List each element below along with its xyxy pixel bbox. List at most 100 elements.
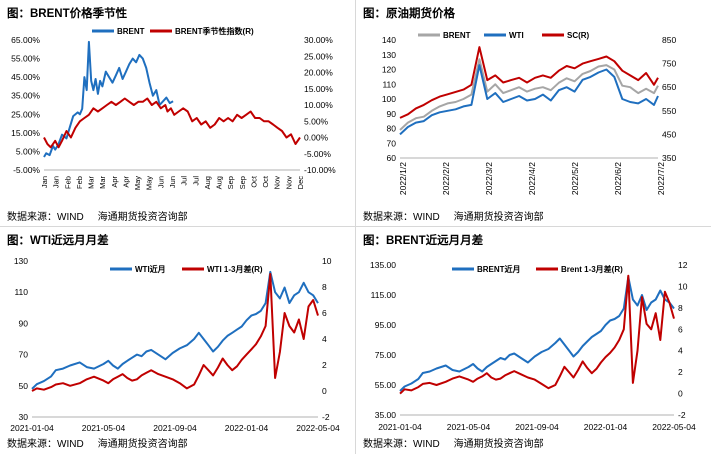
y-tick-label-right: 2 (678, 367, 683, 377)
x-tick-label: Apr (121, 175, 130, 187)
wti-spread-chart: 130 110 90 70 50 30 10 8 6 4 2 0 -2 2021-01-04 2021-05… (10, 256, 340, 433)
x-tick-label: Dec (296, 176, 305, 190)
y-tick-label-left: 130 (14, 256, 28, 266)
y-tick-label-right: 8 (322, 282, 327, 292)
x-tick-label: Jan (40, 176, 49, 188)
x-tick-label: Jul (180, 176, 189, 186)
y-tick-label-right: -5.00% (304, 149, 331, 159)
x-tick-label: May (133, 176, 142, 190)
x-tick-label: Jul (191, 176, 200, 186)
panel-source: 数据来源：WIND 海通期货投资咨询部 (7, 208, 188, 223)
x-tick-label: Mar (87, 176, 96, 189)
x-tick-label: 2022-01-04 (225, 423, 269, 433)
y-tick-label-left: 135.00 (370, 260, 396, 270)
source-label: 数据来源：WIND (363, 439, 440, 450)
y-tick-label-right: 5.00% (304, 116, 329, 126)
y-tick-label-left: 35.00 (375, 410, 397, 420)
legend-label: WTI 1-3月差(R) (207, 264, 263, 274)
y-tick-label-right: 10 (678, 281, 688, 291)
panel-source: 数据来源：WIND 海通期货投资咨询部 (363, 208, 544, 223)
x-tick-label: 2022/3/2 (484, 162, 494, 195)
panel-crude-futures: 图：原油期货价格 140 130 120 110 100 90 80 70 60 850 750 65… (356, 0, 711, 227)
x-tick-label: Nov (284, 176, 293, 190)
source-org: 海通期货投资咨询部 (97, 439, 188, 450)
panel-brent-seasonal: 图：BRENT价格季节性 65.00% 55.00% 45.00% 35.00% 25.… (0, 0, 355, 227)
x-tick-label: 2021-09-04 (515, 422, 559, 432)
panel-source: 数据来源：WIND 海通期货投资咨询部 (7, 435, 188, 450)
legend-label: WTI近月 (135, 264, 166, 274)
y-tick-label-right: 8 (678, 303, 683, 313)
x-tick-label: Oct (249, 175, 258, 188)
y-tick-label-right: 350 (662, 153, 676, 163)
y-tick-label-left: 130 (382, 50, 396, 60)
legend-label: BRENT (117, 27, 145, 36)
y-tick-label-right: 12 (678, 260, 688, 270)
x-tick-label: Feb (63, 176, 72, 189)
x-tick-label: Aug (215, 176, 224, 189)
x-tick-label: 2022/2/2 (441, 162, 451, 195)
y-tick-label-right: 10.00% (304, 100, 333, 110)
y-tick-label-left: 5.00% (16, 146, 41, 156)
brent-spread-chart: 135.00 115.00 95.00 75.00 55.00 35.00 12 10 8 6 4 2… (370, 260, 696, 432)
horizontal-divider (0, 226, 711, 227)
y-tick-label-right: 6 (322, 308, 327, 318)
x-tick-label: 2022/1/2 (398, 162, 408, 195)
x-tick-label: Jun (168, 176, 177, 188)
x-tick-label: Mar (98, 176, 107, 189)
x-tick-label: Aug (203, 176, 212, 189)
y-tick-label-right: 450 (662, 129, 676, 139)
x-tick-label: 2021-01-04 (378, 422, 422, 432)
y-tick-label-left: 75.00 (375, 350, 397, 360)
y-tick-label-left: 115.00 (371, 290, 397, 300)
y-tick-label-left: 45.00% (11, 72, 40, 82)
y-tick-label-left: 90 (387, 109, 397, 119)
y-tick-label-right: 25.00% (304, 51, 333, 61)
y-tick-label-left: 100 (382, 94, 396, 104)
y-tick-label-left: 55.00% (11, 54, 40, 64)
panel-title: 图：原油期货价格 (363, 8, 455, 20)
y-tick-label-left: 70 (387, 138, 397, 148)
y-tick-label-right: 10 (322, 256, 332, 266)
x-tick-label: Feb (75, 176, 84, 189)
y-tick-label-right: 0.00% (304, 133, 329, 143)
legend-label: WTI (509, 31, 524, 40)
y-tick-label-left: 140 (382, 35, 396, 45)
y-tick-label-left: 70 (19, 350, 29, 360)
x-tick-label: Jan (52, 176, 61, 188)
y-tick-label-left: -5.00% (13, 165, 40, 175)
y-tick-label-left: 110 (382, 79, 396, 89)
legend-label: BRENT (443, 31, 471, 40)
series-line-2 (399, 46, 659, 119)
y-tick-label-left: 30 (19, 412, 29, 422)
y-tick-label-left: 80 (387, 124, 397, 134)
x-tick-label: 2021-01-04 (10, 423, 54, 433)
panel-wti-spread: 图：WTI近远月月差 130 110 90 70 50 30 10 8 6 4 2 0 -2 2021-0… (0, 227, 355, 454)
y-tick-label-left: 25.00% (11, 109, 40, 119)
series-line-0 (399, 276, 675, 392)
y-tick-label-left: 35.00% (11, 91, 40, 101)
y-tick-label-right: 30.00% (304, 35, 333, 45)
series-line-1 (31, 273, 319, 392)
x-tick-label: Sep (238, 176, 247, 189)
x-tick-label: Nov (273, 176, 282, 190)
panel-title: 图：BRENT价格季节性 (7, 8, 128, 20)
crude-futures-chart: 140 130 120 110 100 90 80 70 60 850 750 650 550 450 35… (382, 31, 677, 195)
y-tick-label-right: 2 (322, 360, 327, 370)
x-tick-label: 2022/4/2 (527, 162, 537, 195)
y-tick-label-right: 550 (662, 106, 676, 116)
y-tick-label-right: 4 (322, 334, 327, 344)
y-tick-label-right: 6 (678, 324, 683, 334)
y-tick-label-left: 55.00 (375, 380, 397, 390)
legend-label: Brent 1-3月差(R) (561, 264, 623, 274)
y-tick-label-right: 650 (662, 82, 676, 92)
y-tick-label-left: 120 (382, 65, 396, 75)
x-tick-label: 2022-01-04 (584, 422, 628, 432)
y-tick-label-right: 4 (678, 346, 683, 356)
x-tick-label: 2022-05-04 (652, 422, 696, 432)
y-tick-label-right: -10.00% (304, 165, 336, 175)
y-tick-label-left: 65.00% (11, 35, 40, 45)
series-line-0 (399, 58, 659, 131)
series-line-1 (399, 274, 675, 395)
x-tick-label: 2022-05-04 (296, 423, 340, 433)
x-tick-label: 2022/7/2 (656, 162, 666, 195)
